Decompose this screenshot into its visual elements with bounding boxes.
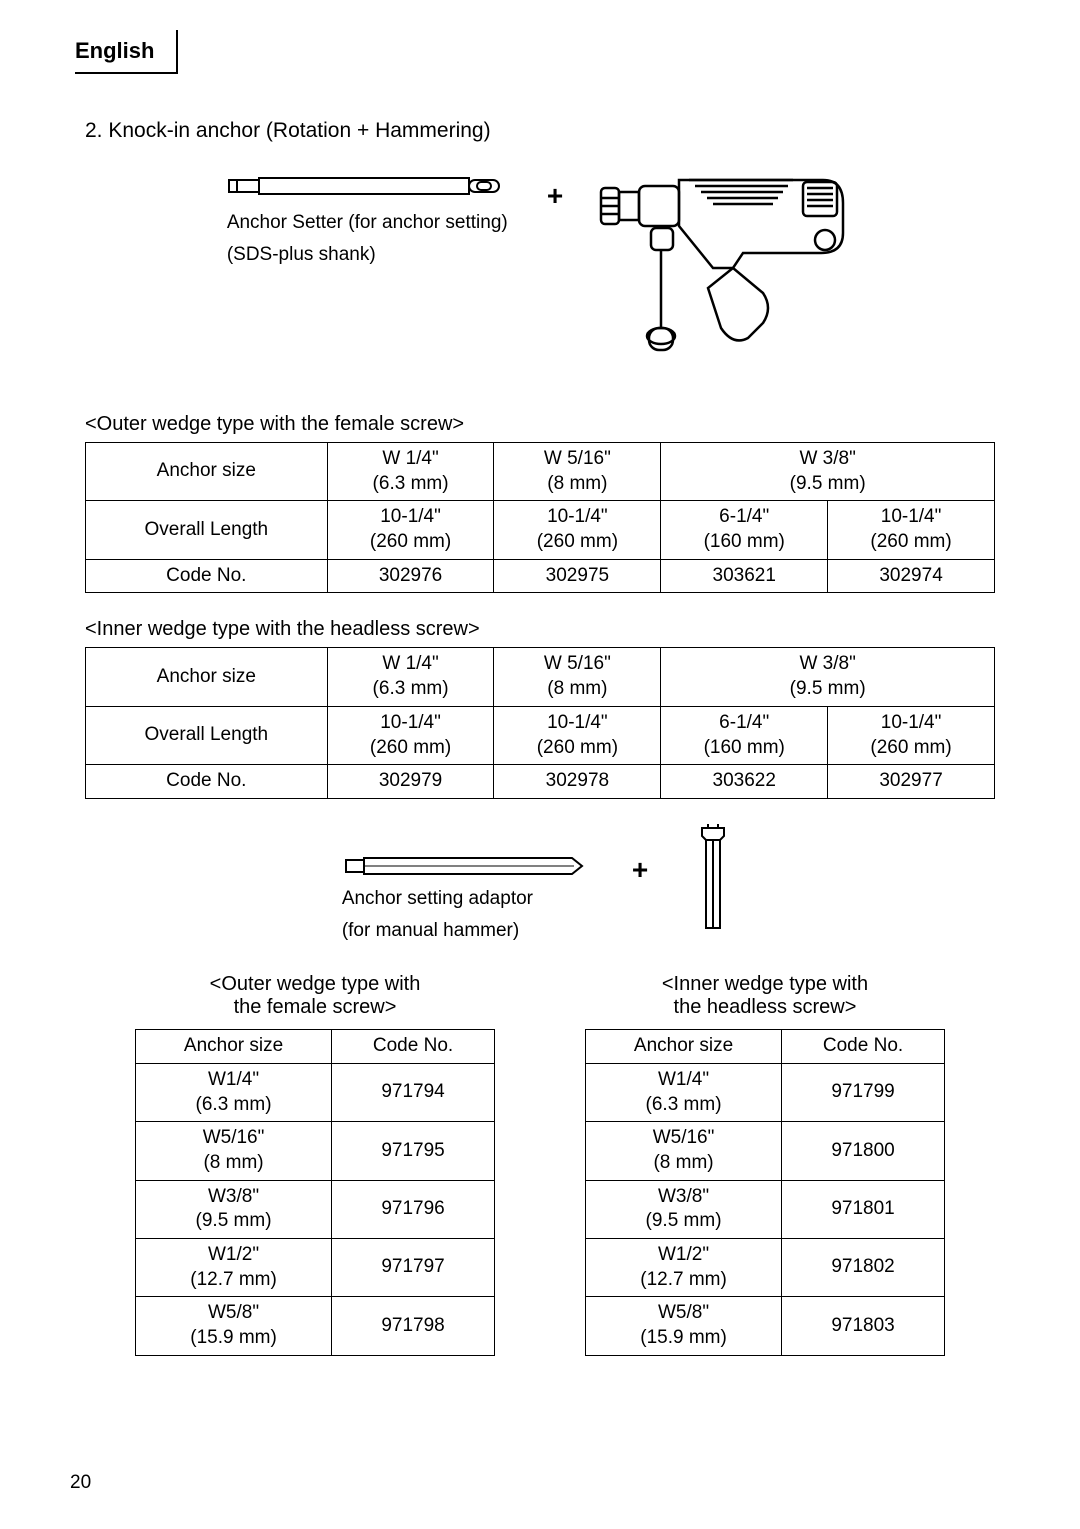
anchor-setter-icon: [227, 168, 517, 204]
page-number: 20: [70, 1472, 91, 1494]
row-label-overall-length: Overall Length: [86, 501, 328, 559]
adaptor-caption-1: Anchor setting adaptor: [342, 886, 533, 912]
anchor-setter-caption-2: (SDS-plus shank): [227, 242, 376, 268]
small-right-title: <Inner wedge type with the headless scre…: [585, 973, 945, 1019]
language-tab: English: [75, 30, 178, 74]
hammer-bit-icon: [688, 824, 738, 934]
table-outer-wedge: Anchor size W 1/4"(6.3 mm) W 5/16"(8 mm)…: [85, 442, 995, 593]
row-label-code-no: Code No.: [86, 559, 328, 593]
plus-icon: +: [547, 180, 563, 212]
plus-icon-2: +: [632, 854, 648, 886]
small-left-title: <Outer wedge type with the female screw>: [135, 973, 495, 1019]
figure-row-2: Anchor setting adaptor (for manual hamme…: [85, 824, 995, 943]
adaptor-caption-2: (for manual hammer): [342, 918, 519, 944]
small-table-right: Anchor sizeCode No. W1/4"(6.3 mm)971799 …: [585, 1029, 945, 1356]
small-table-left: Anchor sizeCode No. W1/4"(6.3 mm)971794 …: [135, 1029, 495, 1356]
table-inner-wedge: Anchor size W 1/4"(6.3 mm) W 5/16"(8 mm)…: [85, 647, 995, 798]
two-column-tables: <Outer wedge type with the female screw>…: [85, 963, 995, 1356]
row-label-anchor-size: Anchor size: [86, 443, 328, 501]
figure-row-1: Anchor Setter (for anchor setting) (SDS-…: [85, 168, 995, 368]
table2-title: <Inner wedge type with the headless scre…: [85, 618, 995, 641]
rotary-hammer-icon: [593, 168, 853, 368]
section-title: 2. Knock-in anchor (Rotation + Hammering…: [85, 119, 995, 143]
anchor-setter-caption-1: Anchor Setter (for anchor setting): [227, 210, 508, 236]
table1-title: <Outer wedge type with the female screw>: [85, 413, 995, 436]
adaptor-icon: [342, 852, 592, 880]
